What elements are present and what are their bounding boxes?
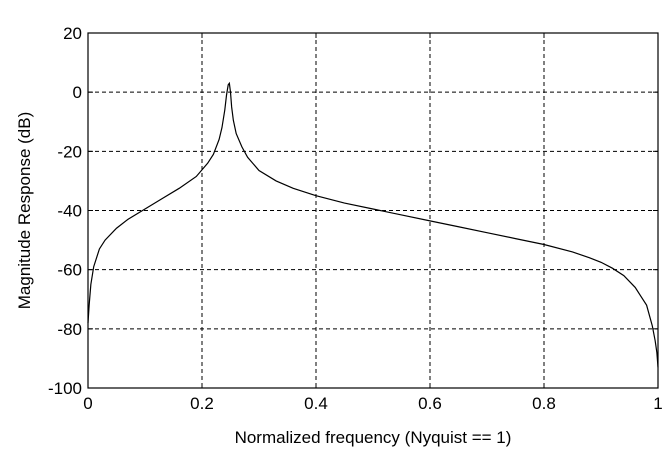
y-tick-label: -60 <box>57 261 82 280</box>
y-tick-label: 0 <box>73 83 82 102</box>
x-axis-title: Normalized frequency (Nyquist == 1) <box>235 428 512 447</box>
x-tick-label: 1 <box>653 394 662 413</box>
y-tick-label: 20 <box>63 24 82 43</box>
x-tick-label: 0 <box>83 394 92 413</box>
x-tick-label: 0.4 <box>304 394 328 413</box>
x-tick-label: 0.8 <box>532 394 556 413</box>
x-tick-labels: 0 0.2 0.4 0.6 0.8 1 <box>83 394 662 413</box>
y-tick-label: -100 <box>48 379 82 398</box>
y-axis-title: Magnitude Response (dB) <box>15 112 34 310</box>
tick-marks <box>87 32 659 389</box>
y-tick-labels: -100 -80 -60 -40 -20 0 20 <box>48 24 82 398</box>
grid-lines <box>88 33 658 388</box>
y-tick-label: -80 <box>57 320 82 339</box>
y-tick-label: -20 <box>57 142 82 161</box>
y-tick-label: -40 <box>57 202 82 221</box>
x-tick-label: 0.6 <box>418 394 442 413</box>
magnitude-response-line <box>87 81 659 368</box>
x-tick-label: 0.2 <box>190 394 214 413</box>
